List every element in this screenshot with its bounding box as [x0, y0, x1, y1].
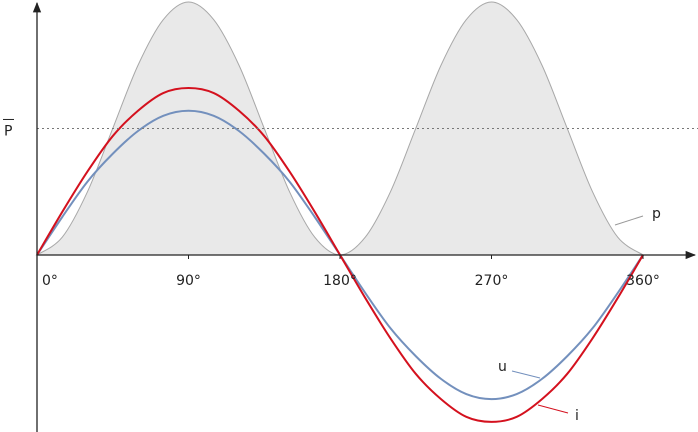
series-label: p — [652, 206, 661, 222]
leader-line — [614, 215, 644, 226]
leader-line — [511, 370, 541, 379]
x-tick-label: 270° — [475, 273, 509, 289]
x-tick-label: 360° — [626, 273, 660, 289]
x-tick-label: 90° — [176, 273, 201, 289]
plot-area — [35, 1, 698, 423]
leader-line — [537, 404, 569, 414]
series-label: u — [498, 359, 507, 375]
series-label: i — [575, 408, 579, 424]
x-tick-label: 180° — [323, 273, 357, 289]
mean-power-label: P — [4, 123, 12, 139]
x-tick-label: 0° — [42, 273, 58, 289]
